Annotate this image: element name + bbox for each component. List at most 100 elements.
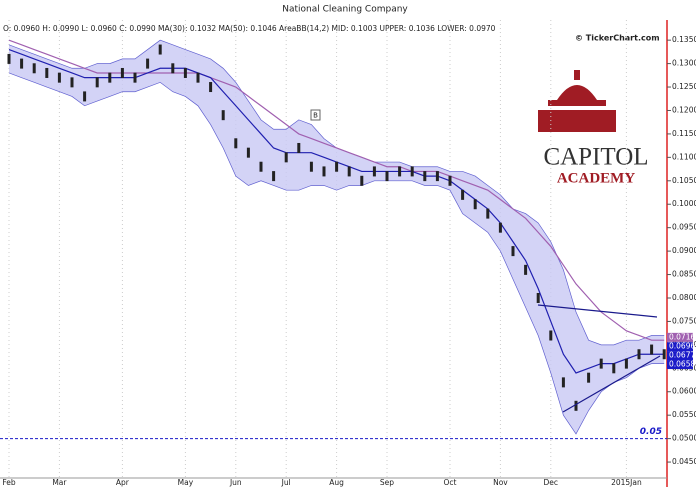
y-tick-label: 0.1000	[672, 199, 696, 208]
price-bar	[45, 67, 49, 78]
price-tag	[667, 360, 693, 370]
x-tick-label: Aug	[329, 478, 344, 487]
price-bar	[32, 63, 36, 74]
price-bar	[83, 91, 87, 102]
price-bar	[410, 166, 414, 177]
price-bar	[650, 344, 654, 355]
price-bar	[473, 199, 477, 210]
price-bar	[196, 72, 200, 83]
price-tag	[667, 342, 693, 352]
price-bar	[624, 358, 628, 369]
y-tick-label: 0.0900	[672, 246, 696, 255]
price-bar	[108, 72, 112, 83]
price-bar	[7, 53, 11, 64]
x-tick-label: Jun	[229, 478, 242, 487]
price-bar	[511, 246, 515, 257]
y-tick-label: 0.0600	[672, 387, 696, 396]
price-bar	[398, 166, 402, 177]
price-bar	[70, 77, 74, 88]
price-bar	[234, 138, 238, 149]
price-bar	[146, 58, 150, 69]
dome	[557, 85, 597, 100]
price-bar	[448, 175, 452, 186]
price-bar	[297, 142, 301, 153]
price-bar	[637, 349, 641, 360]
y-tick-label: 0.0550	[672, 410, 696, 419]
dome-top	[574, 70, 580, 80]
price-bar	[133, 72, 137, 83]
annotation: B	[313, 112, 318, 120]
y-tick-label: 0.0500	[672, 434, 696, 443]
price-bar	[57, 72, 61, 83]
price-bar	[309, 161, 313, 172]
logo-text: ACADEMY	[557, 170, 635, 186]
info-line: O: 0.0960 H: 0.0990 L: 0.0960 C: 0.0990 …	[3, 24, 496, 33]
price-bar	[549, 330, 553, 341]
price-bar	[561, 377, 565, 388]
x-tick-label: Apr	[116, 478, 130, 487]
y-tick-label: 0.1050	[672, 176, 696, 185]
price-bar	[335, 161, 339, 172]
price-bar	[372, 166, 376, 177]
trendline	[537, 304, 658, 318]
price-bar	[259, 161, 263, 172]
annotation-box	[310, 109, 321, 121]
price-bar	[221, 110, 225, 121]
price-bar	[435, 171, 439, 182]
price-bar	[284, 152, 288, 163]
price-bar	[574, 400, 578, 411]
price-tag-label: 0.0696	[669, 342, 695, 351]
x-tick-label: Sep	[380, 478, 394, 487]
y-tick-label: 0.1300	[672, 59, 696, 68]
x-tick-label: May	[178, 478, 194, 487]
x-tick-label: Jul	[281, 478, 291, 487]
line-2	[8, 39, 665, 341]
watermark: © TickerChart.com	[575, 34, 660, 43]
price-bar	[209, 82, 213, 93]
bollinger-band	[9, 40, 665, 434]
building-base	[538, 110, 616, 132]
x-tick-label: Nov	[493, 478, 508, 487]
trendline	[562, 355, 661, 413]
price-bar	[498, 222, 502, 233]
y-tick-label: 0.1350	[672, 35, 696, 44]
x-tick-label: Oct	[444, 478, 457, 487]
price-bar	[536, 292, 540, 303]
y-tick-label: 0.1250	[672, 82, 696, 91]
price-bar	[599, 358, 603, 369]
y-tick-label: 0.1200	[672, 105, 696, 114]
logo-text: CAPITOL	[543, 144, 648, 171]
chart-title: National Cleaning Company	[282, 5, 408, 15]
price-tag-label: 0.0677	[669, 351, 695, 360]
y-tick-label: 0.0950	[672, 223, 696, 232]
price-bar	[95, 77, 99, 88]
line-4	[8, 72, 665, 435]
price-tag	[667, 351, 693, 361]
building	[548, 100, 606, 106]
price-bar	[272, 171, 276, 182]
y-tick-label: 0.0800	[672, 293, 696, 302]
x-tick-label: Dec	[544, 478, 559, 487]
price-bar	[246, 147, 250, 158]
x-tick-label: Mar	[52, 478, 67, 487]
price-bar	[612, 363, 616, 374]
price-bar	[486, 208, 490, 219]
price-bar	[158, 44, 162, 55]
y-tick-label: 0.1100	[672, 152, 696, 161]
price-bar	[171, 63, 175, 74]
price-bar	[120, 67, 124, 78]
price-bar	[423, 171, 427, 182]
level-label: 0.05	[640, 427, 662, 437]
price-bar	[662, 349, 666, 360]
price-bar	[524, 264, 528, 275]
y-tick-label: 0.0750	[672, 316, 696, 325]
price-tag	[667, 332, 693, 342]
logo: CAPITOL ACADEMY	[538, 70, 649, 186]
price-bar	[360, 175, 364, 186]
y-tick-label: 0.0850	[672, 270, 696, 279]
price-bar	[183, 67, 187, 78]
price-bar	[461, 189, 465, 200]
price-bar	[347, 166, 351, 177]
price-bar	[587, 372, 591, 383]
y-tick-label: 0.1150	[672, 129, 696, 138]
